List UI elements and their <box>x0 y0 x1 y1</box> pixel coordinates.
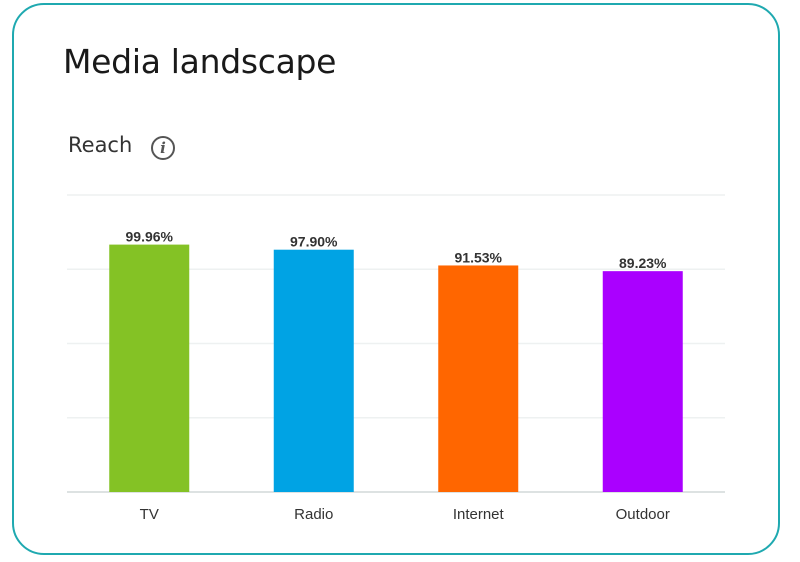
info-icon[interactable]: i <box>151 136 175 160</box>
media-landscape-card <box>12 3 780 555</box>
data-label: 97.90% <box>290 234 338 250</box>
bar-tv[interactable] <box>109 244 190 492</box>
x-tick-label: TV <box>140 506 159 523</box>
data-label: 89.23% <box>619 255 667 271</box>
card-title: Media landscape <box>63 42 337 81</box>
x-tick-label: Internet <box>453 506 505 523</box>
bar-internet[interactable] <box>438 265 519 492</box>
x-tick-label: Outdoor <box>616 506 670 523</box>
chart-subtitle: Reach <box>68 133 133 157</box>
x-tick-label: Radio <box>294 506 333 523</box>
data-label: 99.96% <box>126 229 174 245</box>
bar-outdoor[interactable] <box>602 271 683 492</box>
data-label: 91.53% <box>455 249 503 265</box>
bar-radio[interactable] <box>273 249 354 492</box>
